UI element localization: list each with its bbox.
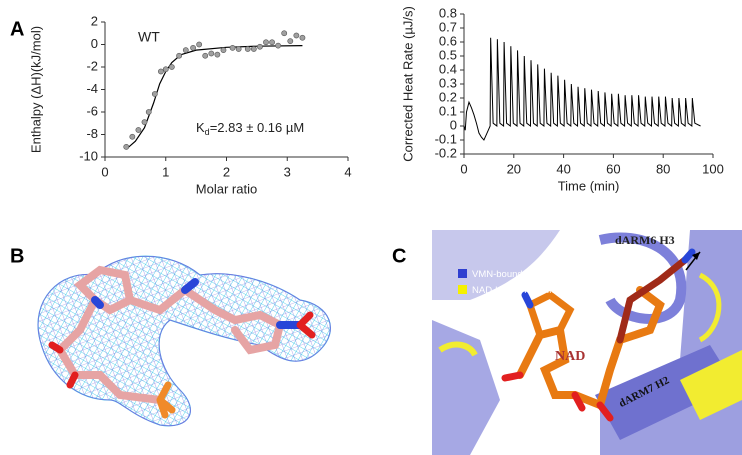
data-point: [145, 109, 152, 115]
y-tick-label: 0.5: [439, 47, 457, 62]
x-tick-label: 2: [223, 164, 230, 179]
x-tick-label: 0: [101, 164, 108, 179]
data-point: [244, 46, 251, 52]
kd-value: =2.83 ± 0.16 µM: [210, 120, 305, 135]
y-tick-label: 0.8: [439, 5, 457, 20]
structure-label: NAD: [555, 349, 585, 364]
data-point: [141, 119, 148, 126]
y-tick-label: 0.4: [439, 61, 457, 76]
y-tick-label: -0.1: [435, 131, 457, 146]
loop-yellow: [698, 272, 722, 343]
helix-region: [432, 230, 560, 300]
data-point: [123, 143, 130, 150]
data-point: [229, 44, 236, 51]
data-point: [168, 64, 175, 70]
y-tick-label: -8: [86, 126, 98, 141]
y-tick-label: -4: [86, 81, 98, 96]
kd-k: K: [196, 120, 205, 135]
x-axis-label: Molar ratio: [196, 181, 257, 196]
data-point: [293, 32, 300, 39]
y-axis-label: Enthalpy (ΔH)(kJ/mol): [28, 26, 43, 153]
x-tick-label: 3: [284, 164, 291, 179]
y-tick-label: 0.6: [439, 33, 457, 48]
data-point: [196, 41, 203, 48]
y-axis-label: Corrected Heat Rate (µJ/s): [400, 6, 415, 162]
y-tick-label: 0: [450, 117, 457, 132]
loop: [598, 232, 687, 324]
legend-text: NAD-bound hSARM1: [472, 285, 562, 296]
y-tick-label: 0.7: [439, 19, 457, 34]
arrow-head: [692, 252, 700, 260]
data-point: [299, 34, 306, 41]
annotation: WT: [138, 29, 160, 45]
y-tick-label: 0.3: [439, 75, 457, 90]
kd-sub: d: [205, 127, 210, 137]
y-tick-label: 0: [91, 36, 98, 51]
data-point: [162, 66, 169, 73]
x-tick-label: 1: [162, 164, 169, 179]
y-tick-label: -10: [79, 148, 98, 163]
panel-label: A: [10, 18, 24, 40]
data-point: [176, 52, 183, 59]
data-point: [190, 44, 196, 51]
helix-cylinder: [595, 345, 735, 440]
ligand-sticks: [501, 248, 696, 422]
data-point: [202, 52, 209, 59]
legend-sup: ARM: [562, 284, 576, 291]
x-tick-label: 60: [606, 161, 620, 176]
data-point: [182, 47, 189, 54]
loop-yellow: [438, 341, 478, 357]
y-tick-label: 0.2: [439, 89, 457, 104]
data-point: [220, 47, 227, 54]
y-tick-label: 0.1: [439, 103, 457, 118]
x-tick-label: 80: [656, 161, 670, 176]
structure-view: [432, 230, 742, 455]
x-tick-label: 4: [344, 164, 351, 179]
trace: [463, 37, 701, 141]
y-tick-label: -0.2: [435, 145, 457, 160]
data-point: [257, 43, 263, 50]
legend-swatch: [458, 285, 467, 294]
data-point: [214, 51, 221, 58]
x-tick-label: 0: [460, 161, 467, 176]
legend-text: VMN-bound dSARM1: [472, 269, 563, 280]
data-point: [269, 39, 275, 46]
panel-label: B: [10, 245, 24, 267]
legend-swatch: [458, 269, 467, 278]
legend-label: NAD-bound hSARM1ARM: [472, 284, 577, 296]
y-tick-label: -2: [86, 58, 98, 73]
density-map: [37, 255, 331, 427]
data-point: [129, 133, 136, 140]
helix-yellow: [680, 350, 742, 420]
panel-label: C: [392, 245, 406, 267]
legend-label: VMN-bound dSARM1ARM: [472, 268, 578, 280]
y-tick-label: 2: [91, 13, 98, 28]
x-tick-label: 40: [556, 161, 570, 176]
y-tick-label: -6: [86, 103, 98, 118]
x-axis-label: Time (min): [558, 178, 620, 193]
kd-annotation: Kd=2.83 ± 0.16 µM: [196, 120, 304, 137]
x-tick-label: 100: [702, 161, 724, 176]
data-point: [235, 46, 242, 52]
helix-region: [432, 320, 500, 455]
data-point: [281, 30, 288, 37]
data-point: [287, 38, 294, 45]
data-point: [208, 50, 215, 57]
data-point: [250, 46, 257, 52]
structure-label: dARM6 H3: [615, 233, 675, 247]
data-point: [263, 39, 269, 46]
data-point: [135, 127, 142, 133]
ligand-sticks: [48, 265, 316, 419]
data-point: [151, 91, 158, 97]
data-point: [275, 42, 282, 49]
x-tick-label: 20: [507, 161, 521, 176]
legend-sup: ARM: [563, 268, 577, 275]
data-point: [157, 68, 164, 75]
